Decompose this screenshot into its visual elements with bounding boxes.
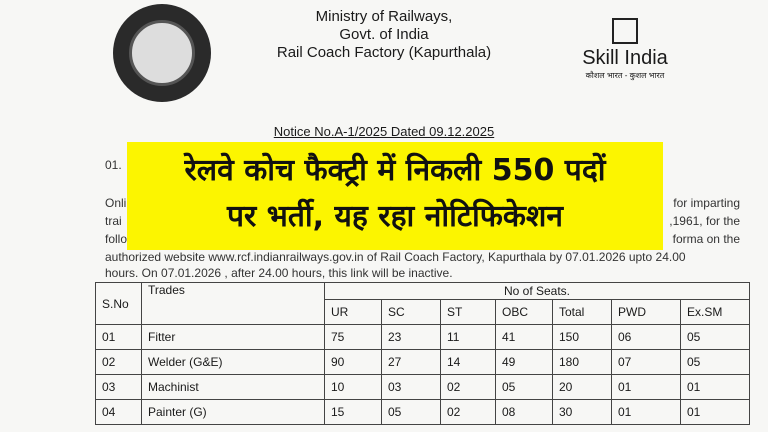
table-cell: 30 — [552, 399, 612, 425]
para-line: ,1961, for the — [669, 214, 740, 228]
table-cell: 14 — [440, 349, 496, 375]
para-line: for imparting — [673, 196, 740, 210]
col-trades: Trades — [141, 282, 325, 325]
subheader-st: ST — [440, 299, 496, 325]
table-cell: 41 — [495, 324, 553, 350]
para-line: Onli — [105, 196, 127, 210]
para-line: hours. On 07.01.2026 , after 24.00 hours… — [105, 266, 453, 280]
col-sno: S.No — [95, 282, 142, 325]
indian-railways-logo — [113, 4, 211, 102]
table-cell: 150 — [552, 324, 612, 350]
table-cell: 23 — [381, 324, 441, 350]
para-line: authorized website www.rcf.indianrailway… — [105, 250, 686, 264]
table-cell: 27 — [381, 349, 441, 375]
table-cell: 11 — [440, 324, 496, 350]
header-line-1: Ministry of Railways, — [315, 8, 453, 25]
subheader-obc: OBC — [495, 299, 553, 325]
skill-india-logo: Skill India कौशल भारत - कुशल भारत — [580, 18, 670, 81]
table-cell: 05 — [381, 399, 441, 425]
table-cell: 01 — [611, 374, 681, 400]
header-line-2: Govt. of India — [339, 26, 429, 43]
subheader-exsm: Ex.SM — [680, 299, 750, 325]
skill-india-tagline: कौशल भारत - कुशल भारत — [585, 71, 665, 80]
table-cell: 01 — [95, 324, 142, 350]
table-cell: 02 — [440, 399, 496, 425]
table-cell: 10 — [324, 374, 382, 400]
para-number: 01. — [105, 158, 122, 172]
table-row: 04 Painter (G) 15 05 02 08 30 01 01 — [95, 399, 750, 425]
table-cell: Painter (G) — [141, 399, 325, 425]
table-cell: 02 — [440, 374, 496, 400]
notice-title: Notice No.A-1/2025 Dated 09.12.2025 — [273, 124, 495, 139]
skill-india-name: Skill India — [582, 47, 668, 69]
table-cell: 03 — [381, 374, 441, 400]
table-cell: 01 — [680, 374, 750, 400]
table-cell: 06 — [611, 324, 681, 350]
table-cell: 05 — [495, 374, 553, 400]
table-cell: 02 — [95, 349, 142, 375]
table-cell: 49 — [495, 349, 553, 375]
table-cell: 90 — [324, 349, 382, 375]
table-cell: 20 — [552, 374, 612, 400]
table-cell: 05 — [680, 349, 750, 375]
table-cell: 05 — [680, 324, 750, 350]
headline-line-1: रेलवे कोच फैक्ट्री में निकली 550 पदों — [184, 153, 606, 188]
subheader-sc: SC — [381, 299, 441, 325]
headline-banner: रेलवे कोच फैक्ट्री में निकली 550 पदों पर… — [127, 142, 663, 250]
table-cell: 15 — [324, 399, 382, 425]
table-cell: Fitter — [141, 324, 325, 350]
table-cell: 180 — [552, 349, 612, 375]
table-cell: Welder (G&E) — [141, 349, 325, 375]
table-row: 02 Welder (G&E) 90 27 14 49 180 07 05 — [95, 349, 750, 375]
para-line: follo — [105, 232, 128, 246]
skill-india-icon — [612, 18, 638, 44]
table-cell: 03 — [95, 374, 142, 400]
para-line: forma on the — [672, 232, 740, 246]
table-cell: 08 — [495, 399, 553, 425]
header-line-3: Rail Coach Factory (Kapurthala) — [276, 44, 492, 61]
table-cell: 04 — [95, 399, 142, 425]
table-cell: Machinist — [141, 374, 325, 400]
subheader-pwd: PWD — [611, 299, 681, 325]
seats-table: S.No Trades No of Seats. UR SC ST OBC Total PWD… — [95, 282, 750, 425]
table-cell: 01 — [611, 399, 681, 425]
table-row: 01 Fitter 75 23 11 41 150 06 05 — [95, 324, 750, 350]
col-seats: No of Seats. — [324, 282, 750, 300]
para-line: trai — [105, 214, 122, 228]
subheader-ur: UR — [324, 299, 382, 325]
table-cell: 07 — [611, 349, 681, 375]
table-row: 03 Machinist 10 03 02 05 20 01 01 — [95, 374, 750, 400]
table-cell: 75 — [324, 324, 382, 350]
subheader-total: Total — [552, 299, 612, 325]
headline-line-2: पर भर्ती, यह रहा नोटिफिकेशन — [226, 199, 564, 234]
table-cell: 01 — [680, 399, 750, 425]
